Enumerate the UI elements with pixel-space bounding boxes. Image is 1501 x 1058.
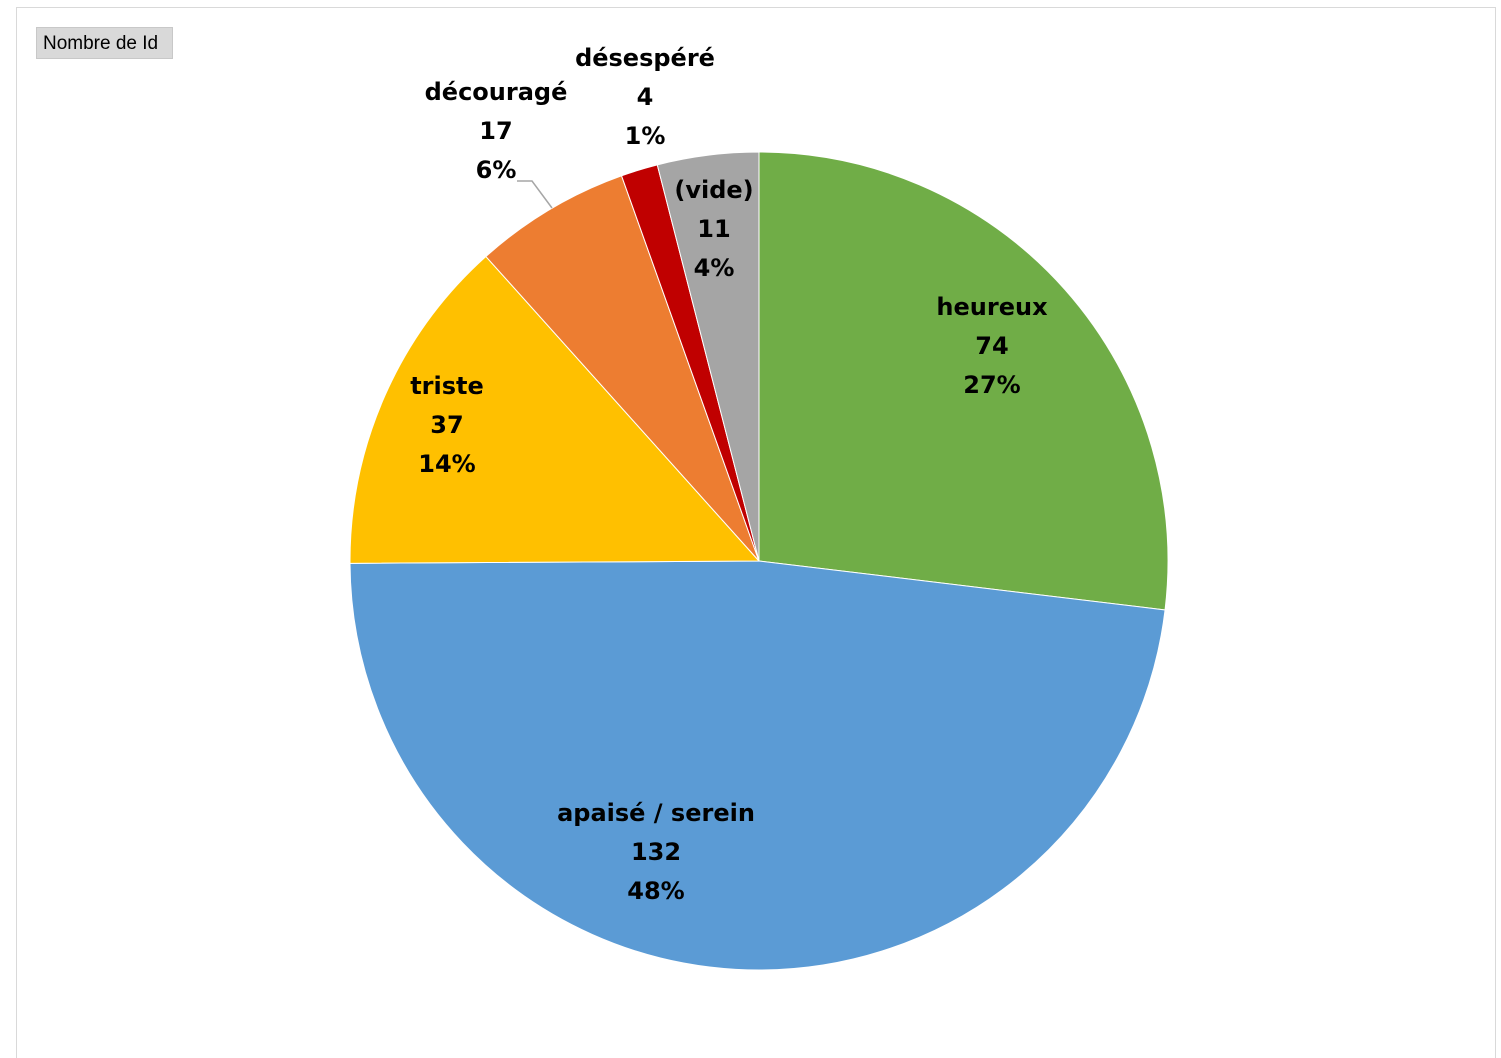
slice-heureux[interactable]: [758, 151, 1169, 611]
slice-triste[interactable]: [349, 255, 761, 564]
label-heureux-value: 74: [975, 332, 1008, 360]
label-vide-category: (vide): [674, 176, 753, 204]
label-heureux-category: heureux: [936, 293, 1048, 321]
label-heureux: heureux 74 27%: [936, 293, 1048, 399]
field-button[interactable]: Nombre de Id: [36, 27, 174, 59]
label-apaise-serein-value: 132: [631, 838, 681, 866]
slice-vide[interactable]: [656, 151, 760, 562]
slice-decourage[interactable]: [485, 175, 760, 562]
label-triste-category: triste: [410, 372, 484, 400]
label-vide-value: 11: [697, 215, 730, 243]
label-apaise-serein-percent: 48%: [627, 877, 684, 905]
leader-line: [517, 180, 553, 209]
label-desespere-category: désespéré: [575, 44, 715, 72]
label-heureux-percent: 27%: [963, 371, 1020, 399]
label-apaise-serein-category: apaisé / serein: [557, 799, 755, 827]
label-decourage-value: 17: [479, 117, 512, 145]
label-desespere-percent: 1%: [625, 122, 666, 150]
label-vide-percent: 4%: [694, 254, 735, 282]
label-decourage: découragé 17 6%: [425, 78, 568, 184]
label-vide: (vide) 11 4%: [674, 176, 753, 282]
label-decourage-category: découragé: [425, 78, 568, 106]
label-apaise-serein: apaisé / serein 132 48%: [557, 799, 755, 905]
label-desespere-value: 4: [637, 83, 654, 111]
label-triste: triste 37 14%: [410, 372, 484, 478]
label-desespere: désespéré 4 1%: [575, 44, 715, 150]
label-triste-percent: 14%: [418, 450, 475, 478]
label-decourage-percent: 6%: [476, 156, 517, 184]
label-triste-value: 37: [430, 411, 463, 439]
slice-apaise-serein[interactable]: [349, 560, 1166, 971]
